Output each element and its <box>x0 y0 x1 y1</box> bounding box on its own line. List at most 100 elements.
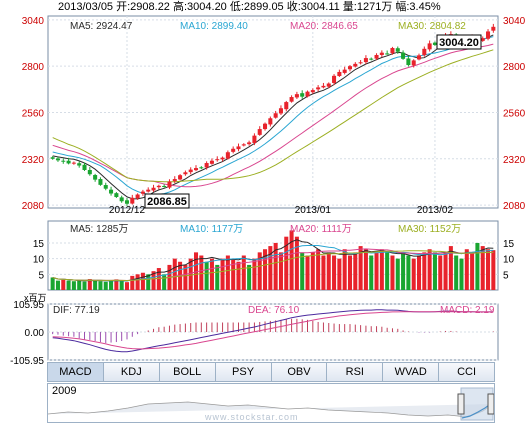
volume-bar <box>390 255 395 290</box>
candle-body <box>310 90 315 93</box>
volume-bar <box>172 258 177 290</box>
candle-body <box>93 175 98 180</box>
volume-bar <box>156 268 161 290</box>
candle-body <box>146 189 151 192</box>
tab-macd[interactable]: MACD <box>47 362 104 382</box>
price-legend-item: MA20: 2846.65 <box>290 21 358 32</box>
volume-bar <box>61 279 66 290</box>
macd-tick-label: 105.95 <box>13 300 44 311</box>
volume-bar <box>347 255 353 290</box>
price-tick-label-right: 2080 <box>503 201 526 212</box>
candle-body <box>183 172 188 175</box>
volume-bar <box>443 252 448 290</box>
candle-body <box>305 91 310 97</box>
volume-bar <box>263 249 268 290</box>
candle-body <box>294 94 299 98</box>
volume-bar <box>427 249 432 290</box>
candle-body <box>162 186 167 188</box>
volume-bar <box>401 252 406 290</box>
candle-body <box>416 55 422 60</box>
candle-body <box>71 162 76 164</box>
volume-legend-item: MA20: 1111万 <box>290 224 352 235</box>
tab-kdj[interactable]: KDJ <box>103 362 160 382</box>
volume-bar <box>124 282 130 290</box>
volume-bar <box>369 255 374 290</box>
volume-bar <box>82 281 87 290</box>
candle-body <box>300 93 305 97</box>
candle-body <box>432 42 437 45</box>
candle-body <box>66 160 71 164</box>
candle-body <box>241 144 246 146</box>
volume-bar <box>247 264 252 290</box>
candle-body <box>87 169 92 175</box>
volume-legend-item: MA30: 1152万 <box>398 224 461 235</box>
candle-body <box>347 66 353 70</box>
volume-bar <box>310 252 315 290</box>
time-navigator[interactable]: 2009 <box>47 383 495 423</box>
price-x-tick-label: 2013/01 <box>295 205 332 216</box>
candle-body <box>411 60 416 66</box>
candle-body <box>278 108 283 114</box>
macd-legend-item: DIF: 77.19 <box>53 305 100 316</box>
volume-bar <box>470 252 475 290</box>
volume-bar <box>491 250 496 290</box>
candle-body <box>209 160 214 164</box>
volume-bar <box>363 249 368 290</box>
volume-bar <box>183 264 188 290</box>
volume-bar <box>432 252 437 290</box>
candle-body <box>379 52 384 55</box>
stock-quote-header: 2013/03/05 开:2908.22 高:3004.20 低:2899.05… <box>58 1 441 13</box>
volume-unit-label: x百万 <box>24 293 47 303</box>
candle-body <box>199 167 204 169</box>
volume-bar <box>448 246 453 290</box>
candle-body <box>61 160 66 162</box>
volume-bar <box>225 255 230 290</box>
volume-bar <box>316 249 321 290</box>
candle-body <box>486 31 491 39</box>
price-legend-item: MA10: 2899.40 <box>180 21 248 32</box>
volume-bar <box>353 252 358 290</box>
candle-body <box>135 194 140 199</box>
volume-bar <box>486 249 491 290</box>
volume-bar <box>140 272 145 290</box>
candle-body <box>263 123 268 130</box>
volume-bar <box>151 271 156 290</box>
candle-body <box>172 179 177 182</box>
tab-boll[interactable]: BOLL <box>159 362 216 382</box>
volume-bar <box>411 258 416 290</box>
volume-bar <box>71 281 76 290</box>
volume-bar <box>188 258 193 290</box>
volume-bar <box>422 252 427 290</box>
volume-bar <box>374 252 379 290</box>
volume-bar <box>300 252 305 290</box>
candle-body <box>363 58 368 63</box>
candle-body <box>193 168 199 171</box>
price-tick-label-left: 2080 <box>22 201 45 212</box>
volume-tick-label-left: 15 <box>33 239 45 250</box>
price-tick-label-right: 2800 <box>503 62 526 73</box>
volume-tick-label-left: 5 <box>38 270 44 281</box>
volume-legend-item: MA10: 1177万 <box>180 224 243 235</box>
candle-body <box>225 152 230 159</box>
tab-psy[interactable]: PSY <box>215 362 272 382</box>
high-annotation-box <box>436 34 482 50</box>
volume-bar <box>130 275 135 290</box>
volume-bar <box>475 242 480 290</box>
volume-bar <box>480 246 485 290</box>
tab-wvad[interactable]: WVAD <box>383 362 440 382</box>
volume-bar <box>135 274 140 290</box>
candle-body <box>257 129 262 135</box>
tab-cci[interactable]: CCI <box>439 362 495 382</box>
volume-bar <box>55 280 60 290</box>
candle-body <box>369 58 374 60</box>
volume-bar <box>464 249 469 290</box>
volume-bar <box>162 274 167 290</box>
tab-rsi[interactable]: RSI <box>327 362 384 382</box>
price-tick-label-left: 2320 <box>22 155 45 166</box>
candle-body <box>50 157 55 159</box>
volume-bar <box>289 230 294 290</box>
volume-bar <box>284 236 289 290</box>
tab-obv[interactable]: OBV <box>271 362 328 382</box>
navigator-overview <box>48 387 494 421</box>
volume-bar <box>77 280 82 290</box>
